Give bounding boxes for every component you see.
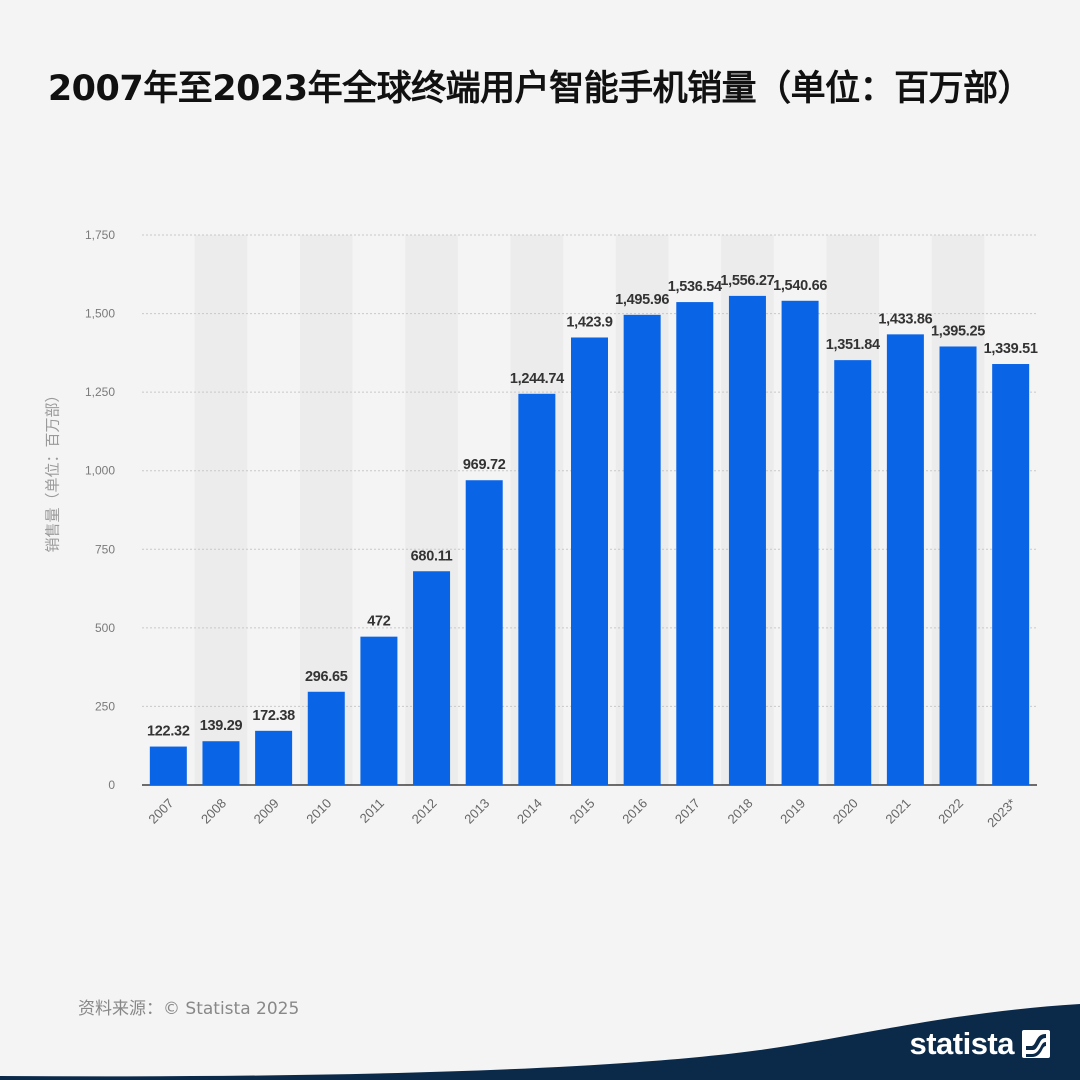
data-label: 172.38 <box>252 708 295 724</box>
bars <box>149 295 1030 785</box>
data-label: 472 <box>367 614 391 630</box>
x-tick-label: 2013 <box>461 796 492 827</box>
x-axis-ticks: 2007 2008 2009 2010 2011 2012 2013 2014 2015 2016… <box>145 796 1018 831</box>
bar-2016[interactable] <box>623 314 661 785</box>
data-label: 1,556.27 <box>720 273 774 289</box>
bar-2008[interactable] <box>202 741 240 785</box>
data-label: 1,244.74 <box>510 371 564 387</box>
chart-title: 2007年至2023年全球终端用户智能手机销量（单位：百万部） <box>47 69 1033 109</box>
bar-2023*[interactable] <box>992 364 1030 785</box>
bar-2009[interactable] <box>255 730 293 785</box>
x-tick-label: 2018 <box>725 796 756 827</box>
y-axis-title: 销售量（单位：百万部） <box>43 387 62 553</box>
data-label: 969.72 <box>463 457 506 473</box>
x-tick-label: 2008 <box>198 796 229 827</box>
data-label: 296.65 <box>305 669 348 685</box>
x-tick-label: 2009 <box>251 796 282 827</box>
x-tick-label: 2017 <box>672 796 703 827</box>
statista-logo[interactable]: statista <box>909 1026 1050 1062</box>
bar-2019[interactable] <box>781 300 819 785</box>
data-label: 680.11 <box>411 548 453 564</box>
x-tick-label: 2016 <box>619 796 650 827</box>
x-tick-label: 2022 <box>935 796 966 827</box>
bar-2012[interactable] <box>413 571 451 785</box>
x-tick-label: 2023* <box>984 796 1019 831</box>
bar-2020[interactable] <box>834 360 872 785</box>
column-band <box>194 235 248 785</box>
data-labels: 122.32 139.29 172.38 296.65 472 680.11 969.72 1… <box>147 273 1038 740</box>
data-label: 139.29 <box>200 718 243 734</box>
statista-mark-icon <box>1022 1030 1050 1058</box>
y-tick-label: 1,500 <box>85 307 115 321</box>
source-note: 资料来源：© Statista 2025 <box>78 999 300 1019</box>
bar-2010[interactable] <box>307 691 345 785</box>
bar-2007[interactable] <box>149 746 187 785</box>
x-tick-label: 2015 <box>567 796 598 827</box>
y-tick-label: 0 <box>108 778 115 792</box>
logo-text: statista <box>909 1026 1014 1061</box>
y-tick-label: 1,000 <box>85 464 115 478</box>
bar-2015[interactable] <box>571 337 608 785</box>
data-label: 1,540.66 <box>773 278 827 294</box>
data-label: 1,433.86 <box>878 311 932 327</box>
data-label: 1,423.9 <box>566 314 613 330</box>
y-tick-label: 250 <box>95 699 115 713</box>
data-label: 1,395.25 <box>931 323 985 339</box>
y-tick-label: 1,750 <box>85 228 115 242</box>
x-tick-label: 2019 <box>777 796 808 827</box>
brand-wave <box>0 1004 1080 1080</box>
bar-2022[interactable] <box>939 346 977 785</box>
x-tick-label: 2011 <box>357 796 387 826</box>
x-tick-label: 2010 <box>303 796 334 827</box>
data-label: 1,495.96 <box>615 292 669 308</box>
y-axis-ticks: 0 250 500 750 1,000 1,250 1,500 1,750 <box>85 228 115 792</box>
data-label: 1,351.84 <box>826 337 880 353</box>
y-tick-label: 1,250 <box>85 385 115 399</box>
x-tick-label: 2012 <box>409 796 440 827</box>
bar-2011[interactable] <box>360 636 398 785</box>
bar-2017[interactable] <box>676 302 714 785</box>
data-label: 1,339.51 <box>984 341 1038 357</box>
data-label: 1,536.54 <box>668 279 722 295</box>
y-tick-label: 500 <box>95 621 115 635</box>
bar-2013[interactable] <box>465 480 503 785</box>
y-tick-label: 750 <box>95 542 115 556</box>
bar-2014[interactable] <box>518 393 556 785</box>
x-tick-label: 2021 <box>882 796 913 827</box>
x-tick-label: 2020 <box>830 796 861 827</box>
bar-2018[interactable] <box>728 295 766 785</box>
data-label: 122.32 <box>147 724 190 740</box>
bar-2021[interactable] <box>886 334 924 785</box>
x-tick-label: 2007 <box>145 796 176 827</box>
x-tick-label: 2014 <box>514 796 545 827</box>
